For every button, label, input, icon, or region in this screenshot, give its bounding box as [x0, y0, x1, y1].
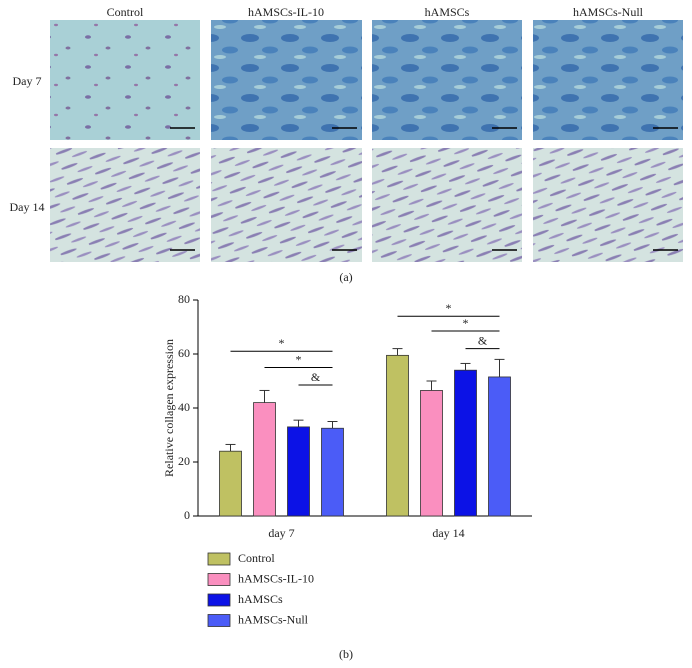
- bar: [420, 390, 443, 517]
- legend-label: hAMSCs-IL-10: [238, 571, 314, 585]
- significance-label: *: [279, 336, 285, 350]
- column-label: hAMSCs-IL-10: [248, 5, 324, 19]
- bar: [321, 427, 344, 517]
- bar: [488, 376, 511, 517]
- significance-label: *: [446, 301, 452, 315]
- significance-label: *: [296, 352, 302, 366]
- micrographs: [50, 20, 683, 262]
- column-label: hAMSCs: [425, 5, 470, 19]
- significance-label: &: [478, 333, 488, 347]
- micrograph: [211, 20, 362, 140]
- bar: [287, 426, 310, 517]
- micrograph: [533, 148, 683, 262]
- column-label: Control: [107, 5, 144, 19]
- legend-swatch: [207, 552, 231, 566]
- y-axis-title: Relative collagen expression: [162, 339, 176, 477]
- scale-bars: [170, 127, 678, 251]
- column-label: hAMSCs-Null: [573, 5, 644, 19]
- x-tick-label: day 7: [268, 526, 294, 540]
- legend-swatch: [207, 593, 231, 607]
- legend-swatch: [207, 614, 231, 627]
- y-tick-label: 40: [178, 400, 190, 414]
- micrograph: [50, 148, 200, 262]
- panel-label: (a): [339, 270, 352, 284]
- y-tick-label: 80: [178, 292, 190, 306]
- legend-label: Control: [238, 551, 275, 565]
- micrograph: [211, 148, 362, 262]
- bar: [386, 354, 409, 517]
- micrograph: [50, 20, 200, 140]
- bar: [253, 402, 276, 517]
- panel-label: (b): [339, 647, 353, 661]
- x-tick-label: day 14: [432, 526, 464, 540]
- micrograph: [372, 148, 522, 262]
- significance-label: *: [463, 316, 469, 330]
- y-tick-label: 0: [184, 508, 190, 522]
- legend-label: hAMSCs-Null: [238, 612, 309, 626]
- bar: [454, 369, 477, 517]
- row-label: Day 7: [13, 74, 42, 88]
- y-tick-label: 20: [178, 454, 190, 468]
- micrograph: [372, 20, 522, 140]
- significance-label: &: [311, 370, 321, 384]
- legend-label: hAMSCs: [238, 592, 283, 606]
- bar: [219, 450, 242, 517]
- micrograph: [533, 20, 683, 140]
- legend-swatch: [207, 573, 231, 586]
- y-tick-label: 60: [178, 346, 190, 360]
- row-label: Day 14: [10, 200, 45, 214]
